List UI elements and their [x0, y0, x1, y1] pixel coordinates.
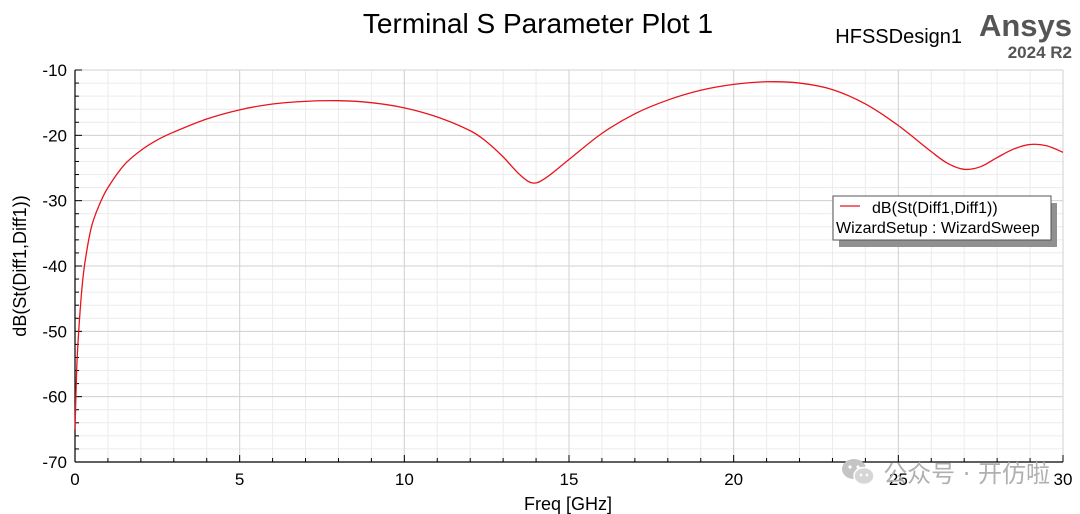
x-tick-label: 10 [395, 470, 414, 489]
wechat-icon [842, 458, 875, 485]
x-tick-label: 0 [70, 470, 79, 489]
version-label: 2024 R2 [1008, 43, 1072, 62]
legend-series-setup: WizardSetup : WizardSweep [836, 220, 1040, 237]
series-group [74, 81, 1064, 430]
legend-box [832, 195, 1052, 241]
x-axis-label: Freq [GHz] [524, 494, 612, 514]
y-tick-label: -40 [42, 257, 67, 276]
grid [74, 69, 1064, 463]
watermark-text: 公众号 · 开仿啦 [883, 460, 1050, 488]
x-tick-label: 15 [560, 470, 579, 489]
x-tick-label: 5 [235, 470, 244, 489]
legend-series-name: dB(St(Diff1,Diff1)) [872, 200, 998, 217]
watermark: 公众号 · 开仿啦 [841, 454, 1050, 489]
design-name: HFSSDesign1 [835, 26, 962, 48]
series-line-0 [74, 81, 1064, 430]
y-tick-label: -10 [42, 61, 67, 80]
y-tick-label: -30 [42, 192, 67, 211]
x-tick-label: 30 [1054, 470, 1073, 489]
x-tick-label: 25 [889, 470, 908, 489]
x-tick-label: 20 [724, 470, 743, 489]
y-axis-label: dB(St(Diff1,Diff1)) [10, 195, 30, 336]
y-tick-label: -50 [42, 322, 67, 341]
y-tick-label: -20 [42, 126, 67, 145]
axes: 0 5 10 15 20 25 30 -70 -60 -50 -40 -30 -20 -10 [42, 61, 1072, 489]
legend[interactable]: dB(St(Diff1,Diff1)) WizardSetup : Wizard… [832, 195, 1057, 247]
y-tick-label: -70 [42, 453, 67, 472]
y-tick-label: -60 [42, 388, 67, 407]
chart-title: Terminal S Parameter Plot 1 [363, 8, 713, 39]
brand-logo: Ansys [979, 8, 1072, 43]
